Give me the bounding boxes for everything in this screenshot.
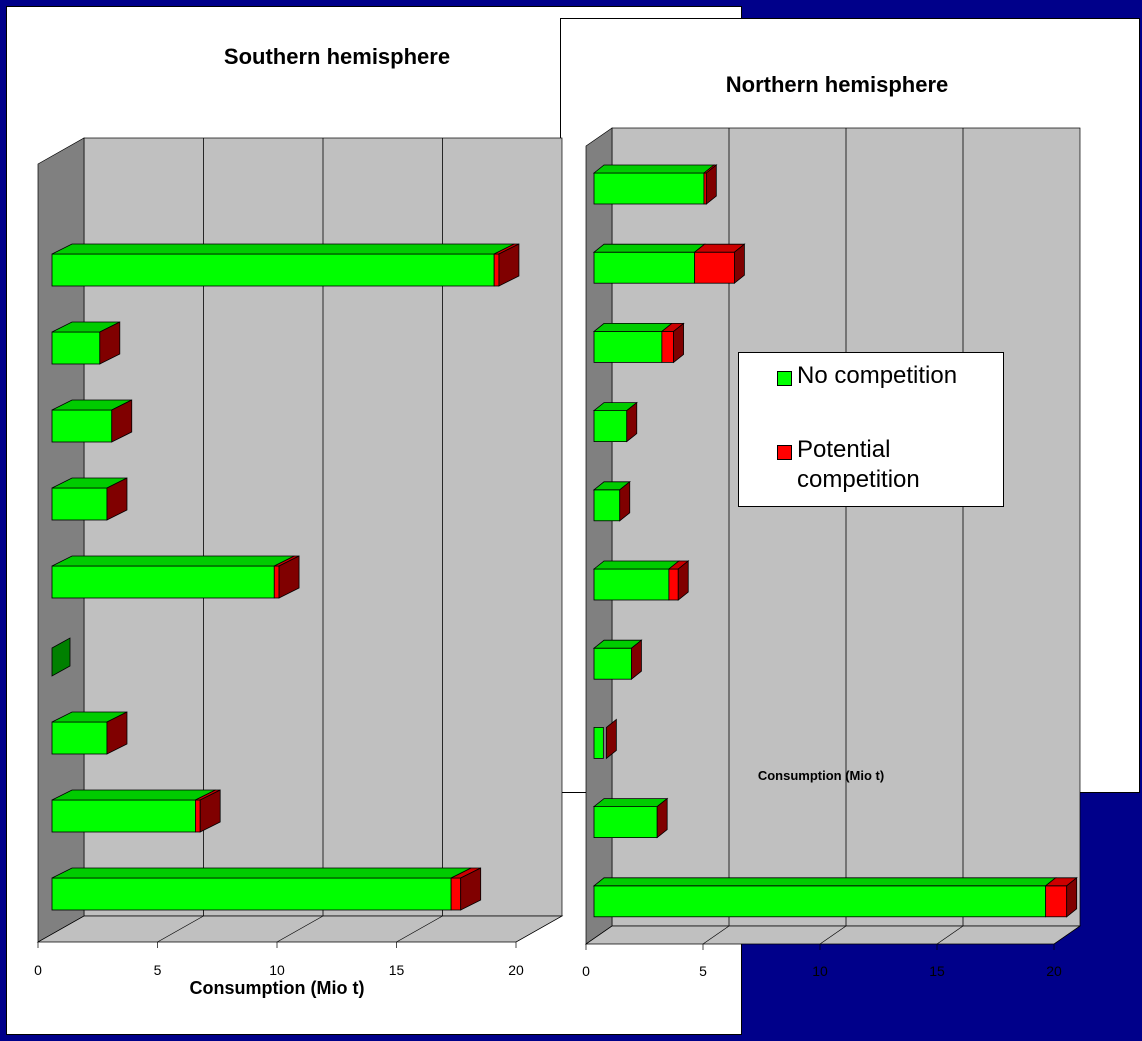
north-tick-label: 10	[812, 963, 828, 979]
north-bar-side	[705, 164, 717, 205]
south-bar-no-competition	[51, 721, 108, 755]
legend-swatch-potential-competition	[777, 445, 792, 460]
north-bar-side	[605, 718, 617, 760]
south-bar-side	[278, 555, 300, 599]
north-bar-no-competition	[593, 172, 705, 205]
south-bar-side	[51, 637, 71, 677]
south-bar-side	[111, 399, 133, 443]
south-floor-line	[276, 915, 324, 943]
south-floor-line	[37, 915, 85, 943]
north-bar-top-no-competition	[592, 560, 681, 570]
south-chart-title: Southern hemisphere	[224, 44, 450, 69]
north-x-axis-label: Consumption (Mio t)	[758, 768, 884, 783]
north-bar-side	[1066, 876, 1078, 918]
legend-label-potential-competition: Potential competition	[797, 436, 920, 493]
south-tick-label: 20	[508, 962, 524, 978]
north-bar-no-competition	[593, 647, 632, 680]
north-bar-top-no-competition	[592, 322, 674, 332]
north-bar-side	[677, 560, 689, 601]
north-tick-label: 15	[929, 963, 945, 979]
chart-legend: No competition Potential competition	[738, 352, 1004, 507]
south-floor-line	[396, 915, 443, 943]
north-floor-line	[702, 925, 730, 945]
south-tick-label: 10	[269, 962, 285, 978]
north-chart-title: Northern hemisphere	[726, 72, 949, 97]
south-tick-label: 0	[34, 962, 42, 978]
north-bar-no-competition	[593, 251, 696, 284]
north-bar-potential-competition	[661, 330, 674, 363]
legend-swatch-no-competition	[777, 371, 792, 386]
north-bar-no-competition	[593, 489, 621, 522]
north-tick-label: 5	[699, 963, 707, 979]
north-bar-potential-competition	[1045, 885, 1068, 918]
north-bar-top-no-competition	[592, 243, 706, 253]
south-tick-label: 5	[154, 962, 162, 978]
south-bar-side	[199, 789, 221, 833]
north-bar-no-competition	[593, 568, 670, 601]
north-floor-line	[819, 925, 847, 945]
north-bar-side	[656, 797, 668, 839]
north-bar-top-no-competition	[592, 877, 1057, 887]
south-bar-side	[460, 867, 482, 911]
south-bar-no-competition	[51, 331, 101, 365]
north-bar-no-competition	[593, 410, 628, 443]
north-floor-line	[1053, 925, 1081, 945]
north-bar-potential-competition	[668, 568, 679, 601]
south-bar-no-competition	[51, 487, 108, 521]
north-bar-potential-competition	[694, 251, 735, 284]
north-bar-top-no-competition	[592, 798, 669, 807]
north-bar-side	[734, 243, 745, 285]
north-floor-line	[936, 925, 964, 945]
south-tick-label: 15	[389, 962, 405, 978]
south-bar-side	[106, 711, 128, 755]
north-bar-side	[626, 401, 638, 443]
south-bar-side	[498, 243, 520, 287]
south-x-axis-label: Consumption (Mio t)	[190, 978, 365, 998]
south-bar-side	[106, 477, 128, 521]
north-floor-line	[585, 925, 613, 945]
north-tick-label: 20	[1046, 963, 1062, 979]
south-bar-no-competition	[51, 877, 452, 911]
north-bar-no-competition	[593, 330, 663, 363]
north-bar-side	[631, 639, 642, 681]
north-bar-top-no-competition	[592, 164, 716, 174]
south-bar-no-competition	[51, 253, 495, 287]
north-bar-no-competition	[593, 806, 658, 838]
north-bar-side	[673, 322, 684, 364]
north-bar-side	[619, 480, 631, 522]
south-bar-side	[99, 321, 121, 365]
legend-label-no-competition: No competition	[797, 362, 958, 389]
north-bar-no-competition	[593, 885, 1047, 918]
north-tick-label: 0	[582, 963, 590, 979]
south-floor-line	[515, 915, 563, 943]
south-floor-line	[157, 915, 204, 943]
north-bar-no-competition	[593, 727, 604, 759]
